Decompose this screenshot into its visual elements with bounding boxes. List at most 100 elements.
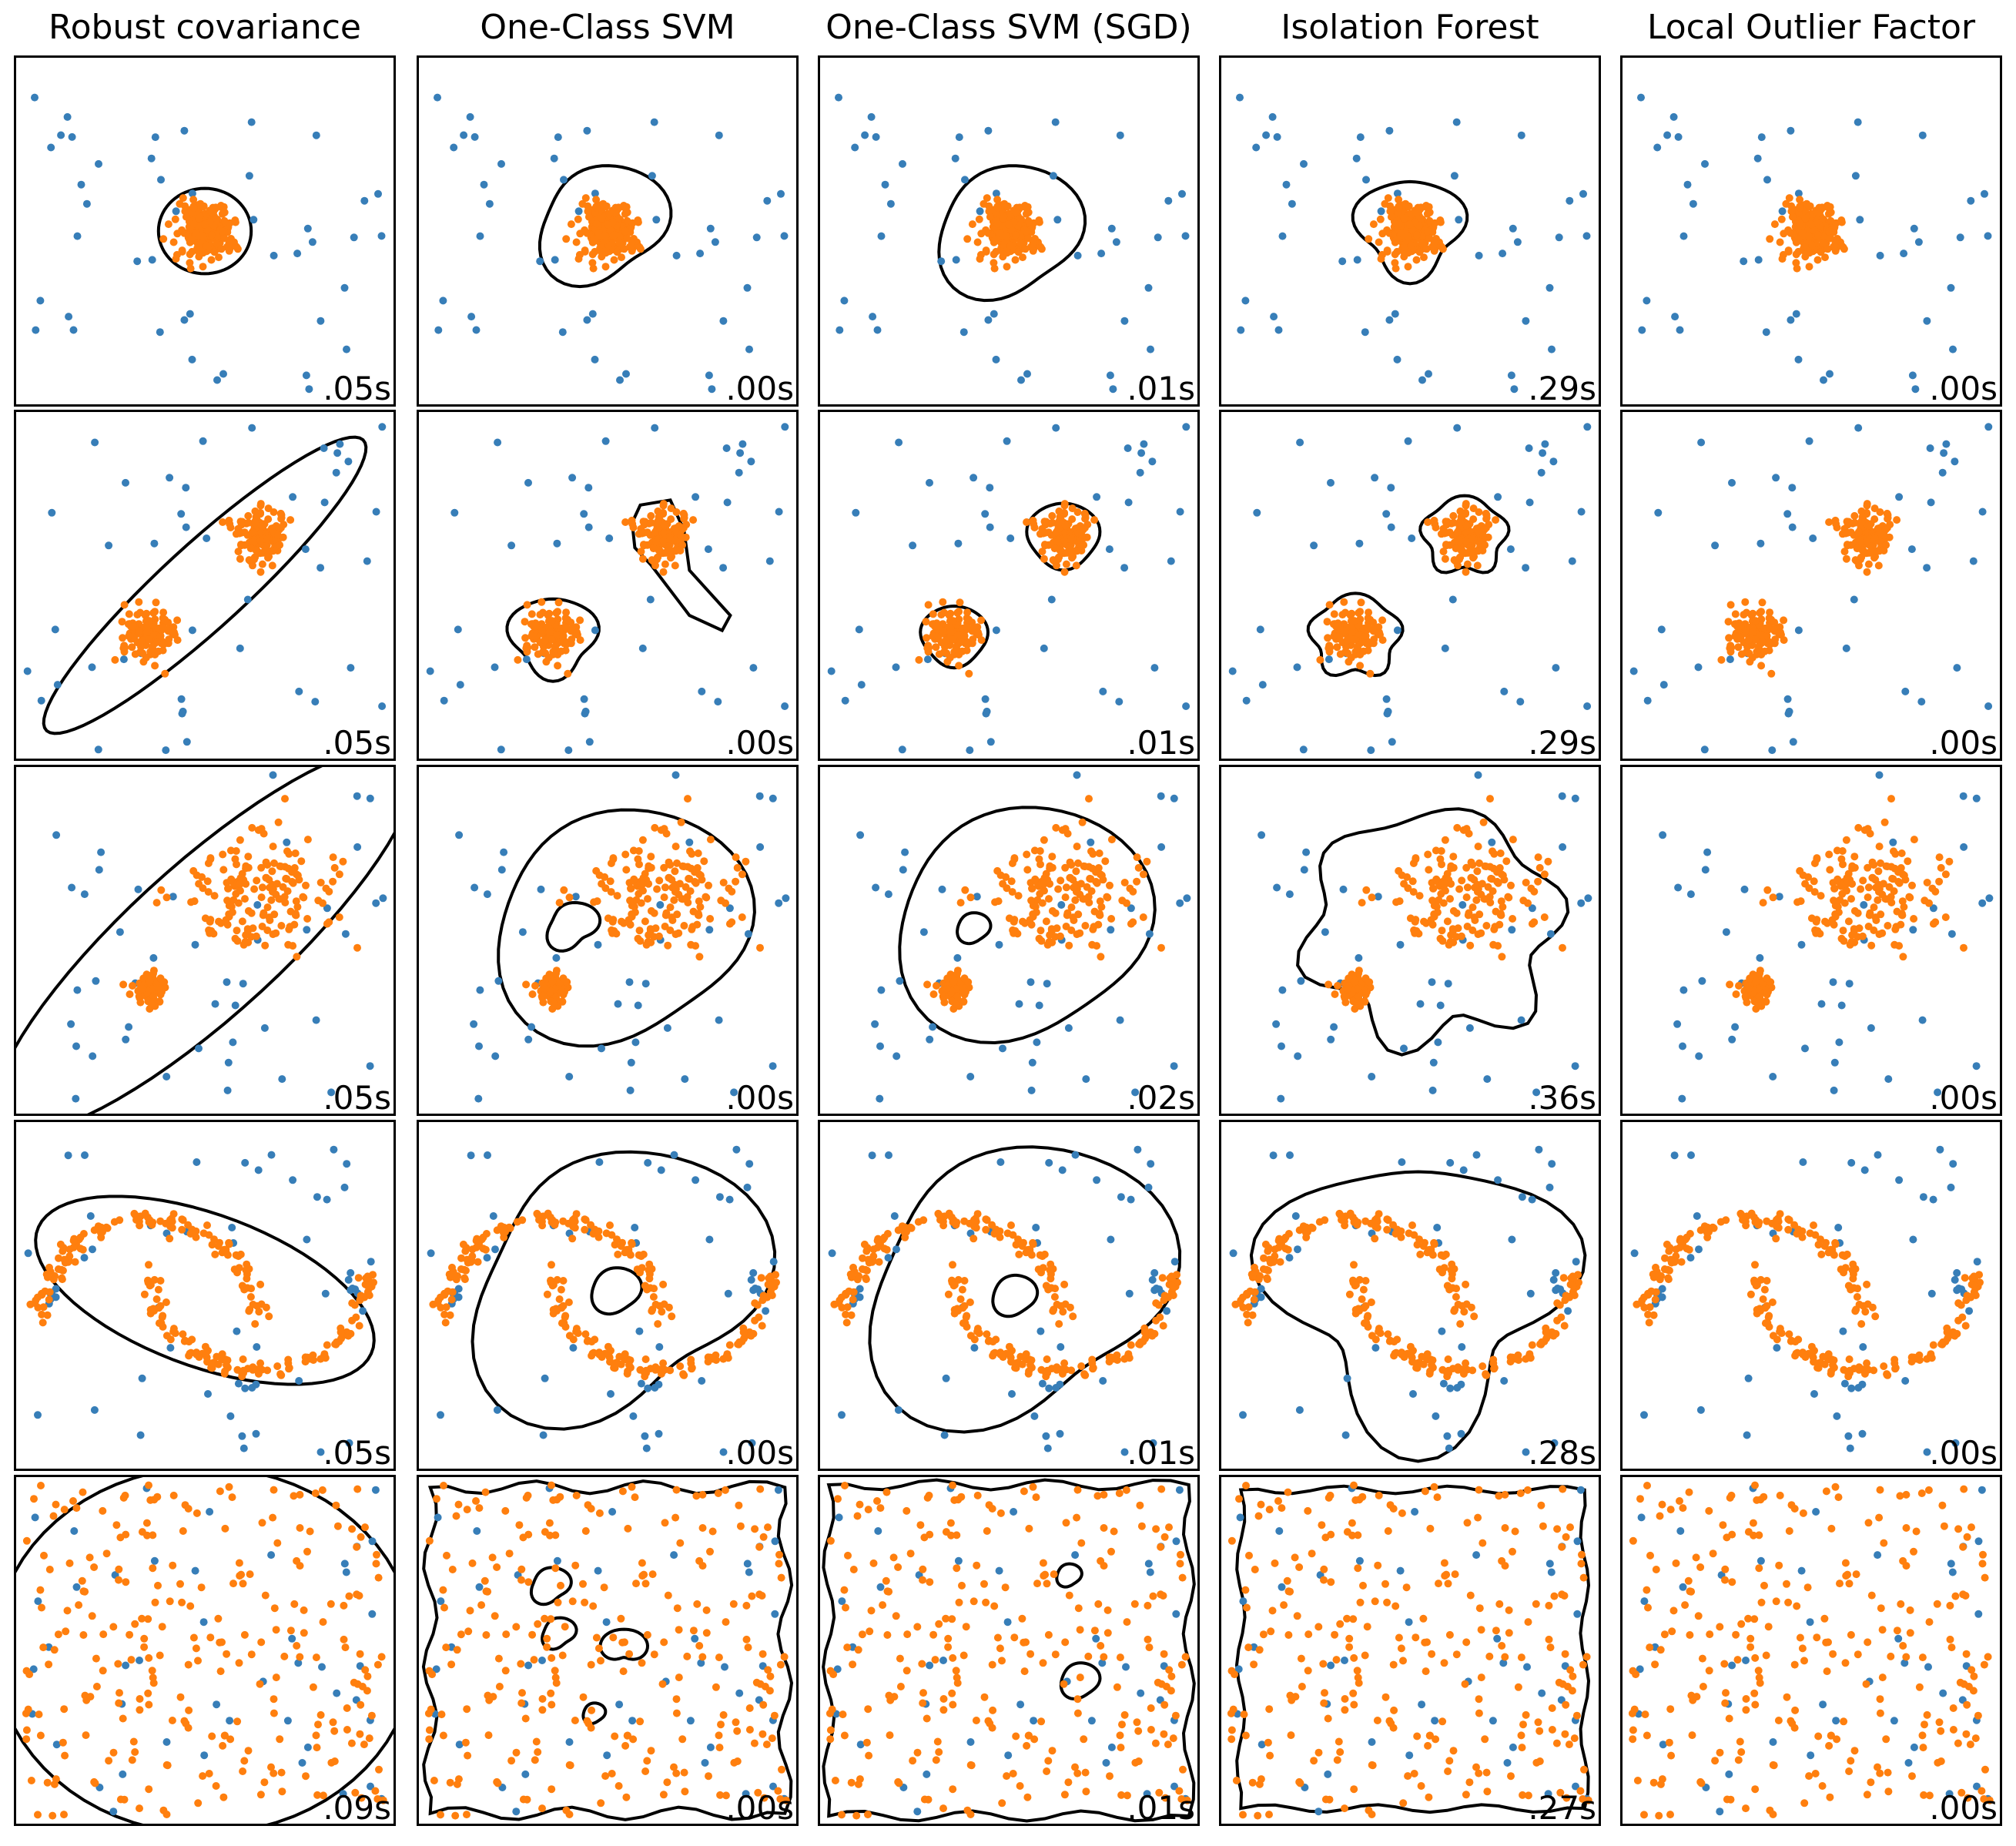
inlier-point (1766, 235, 1774, 243)
inlier-point (1468, 926, 1477, 934)
inlier-point (1882, 895, 1890, 903)
outlier-point (1145, 930, 1154, 938)
inlier-point (195, 879, 203, 888)
outlier-point (743, 283, 752, 292)
subplot-panel: .00s (1620, 55, 2002, 407)
outlier-point (1978, 508, 1987, 516)
outlier-point (80, 1254, 89, 1262)
subplot-panel: .00s (417, 1120, 799, 1471)
outlier-point (1441, 644, 1449, 652)
outlier-point (637, 1379, 645, 1388)
outlier-point (1302, 848, 1311, 856)
outlier-point (583, 316, 591, 324)
inlier-point (1441, 836, 1449, 844)
outlier-point (1689, 199, 1697, 208)
outlier-point (1679, 986, 1688, 994)
outlier-point (1278, 1042, 1285, 1050)
inlier-point (1083, 883, 1091, 891)
inlier-point (1065, 941, 1073, 950)
inlier-point (159, 640, 168, 648)
inlier-point (610, 256, 618, 264)
outlier-point (1105, 545, 1113, 554)
outlier-point (537, 885, 545, 893)
outlier-point (881, 180, 889, 189)
outlier-point (1176, 508, 1184, 516)
outlier-point (1783, 510, 1792, 518)
outlier-point (37, 696, 45, 705)
outlier-point (437, 1411, 444, 1419)
outlier-point (747, 1275, 755, 1284)
outlier-point (1170, 1062, 1178, 1070)
outlier-point (719, 317, 728, 325)
outlier-point (1273, 132, 1281, 141)
inlier-point (1759, 899, 1767, 907)
outlier-point (491, 1052, 500, 1060)
outlier-point (884, 890, 892, 899)
outlier-point (1164, 196, 1173, 205)
inlier-point (1890, 847, 1897, 856)
inlier-point (537, 598, 546, 606)
inlier-point (608, 929, 617, 937)
inlier-point (268, 888, 276, 896)
inlier-point (1765, 623, 1773, 632)
outlier-point (312, 1016, 320, 1024)
inlier-point (946, 628, 955, 636)
outlier-point (652, 216, 661, 224)
outlier-point (72, 1042, 80, 1050)
inlier-point (1801, 214, 1810, 223)
inlier-point (258, 560, 266, 568)
inlier-point (666, 547, 675, 555)
inlier-point (1482, 509, 1490, 518)
inlier-point (319, 899, 327, 907)
outlier-point (827, 667, 836, 675)
inlier-point (1080, 509, 1089, 518)
inlier-point (1120, 879, 1129, 886)
outlier-point (439, 296, 447, 305)
outlier-point (162, 1073, 171, 1080)
inlier-point (1344, 984, 1352, 993)
inlier-point (159, 235, 168, 243)
inlier-point (136, 998, 145, 1007)
outlier-point (1676, 326, 1684, 334)
inlier-point (1732, 990, 1740, 998)
inlier-point (1882, 541, 1890, 549)
inlier-point (1004, 220, 1013, 229)
inlier-point (628, 246, 636, 255)
outlier-point (899, 159, 906, 168)
inlier-point (1016, 239, 1025, 247)
inlier-point (1894, 868, 1903, 876)
inlier-point (548, 635, 556, 644)
outlier-point (1788, 523, 1797, 531)
outlier-point (353, 792, 361, 800)
outlier-point (1387, 484, 1395, 492)
inlier-point (1340, 992, 1348, 1000)
outlier-point (254, 1166, 263, 1174)
inlier-point (1796, 196, 1804, 204)
inlier-point (267, 896, 276, 904)
inlier-point (208, 208, 216, 216)
outlier-point (588, 310, 597, 318)
inlier-point (233, 243, 241, 252)
outlier-point (580, 510, 588, 518)
inlier-point (1830, 896, 1838, 905)
inlier-point (581, 1225, 589, 1234)
plot-frame (1620, 410, 2002, 761)
inlier-point (172, 255, 180, 263)
inlier-point (302, 881, 310, 889)
inlier-point (667, 504, 675, 513)
fit-time-label: .01s (1127, 724, 1195, 762)
inlier-point (1941, 913, 1950, 921)
inlier-point (548, 617, 556, 625)
outlier-point (722, 444, 731, 452)
inlier-point (126, 990, 134, 998)
outlier-point (876, 1042, 884, 1050)
plot-frame (1620, 55, 2002, 407)
inlier-point (1028, 884, 1036, 893)
outlier-point (982, 709, 990, 718)
fit-time-label: .00s (725, 724, 794, 762)
inlier-point (1375, 628, 1384, 637)
inlier-point (742, 857, 750, 866)
outlier-point (524, 478, 532, 487)
inlier-point (38, 1291, 46, 1299)
outlier-point (1006, 534, 1015, 542)
